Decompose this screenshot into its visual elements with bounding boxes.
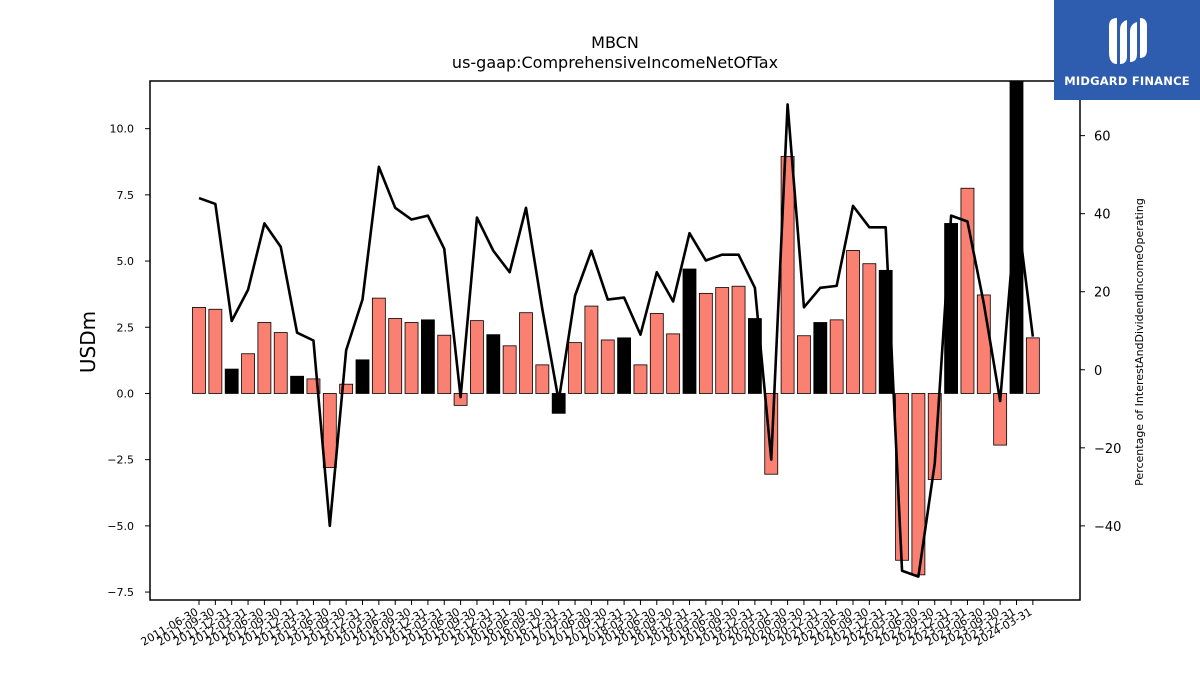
bar-2015-09-30 [470, 320, 484, 394]
line-group [198, 103, 1035, 578]
y-axis-left: −7.5 −5.0 −2.5 0.0 2.5 5.0 7.5 10.0 [107, 123, 150, 599]
bar-2016-03-31 [502, 345, 517, 394]
y-tick-label-left: 5.0 [117, 255, 135, 268]
bar-2018-03-31 [633, 364, 648, 394]
bar-2015-12-31 [486, 334, 501, 394]
bar-2011-12-31 [224, 368, 239, 394]
bar-2014-06-30 [388, 318, 403, 394]
y-tick-label-left: −2.5 [107, 454, 134, 467]
bar-2019-06-30 [715, 287, 730, 394]
bar-2024-03-31 [1025, 337, 1040, 394]
bar-2012-03-31 [241, 353, 255, 394]
bar-2012-09-30 [273, 332, 288, 394]
y-tick-label-left: 0.0 [117, 387, 135, 400]
bar-2013-09-30 [339, 383, 354, 394]
bar-2018-09-30 [666, 333, 681, 394]
y-tick-label-left: 2.5 [117, 321, 135, 334]
company-logo: MIDGARD FINANCE [1054, 0, 1200, 100]
y-tick-label-right: −40 [1094, 520, 1121, 535]
y-tick-label-right: 0 [1094, 364, 1102, 379]
bar-2020-06-30 [780, 156, 795, 394]
bar-2021-03-31 [829, 319, 844, 394]
logo-text: MIDGARD FINANCE [1064, 74, 1190, 88]
y-tick-label-left: 10.0 [110, 123, 135, 136]
bar-2021-06-30 [846, 250, 860, 394]
bar-2013-06-30 [322, 393, 337, 468]
y-axis-label-right: Percentage of InterestAndDividendIncomeO… [1133, 198, 1146, 486]
bar-2011-09-30 [208, 308, 223, 394]
bar-2014-09-30 [404, 322, 419, 394]
chart-subtitle: us-gaap:ComprehensiveIncomeNetOfTax [452, 53, 778, 72]
bar-2017-03-31 [568, 342, 582, 394]
bar-2012-06-30 [257, 322, 272, 394]
logo-mark-icon [1109, 18, 1147, 64]
y-tick-label-left: 7.5 [117, 189, 135, 202]
bar-2017-06-30 [584, 305, 599, 394]
bar-2013-12-31 [355, 359, 370, 394]
y-axis-right: −40 −20 0 20 40 60 [1080, 130, 1121, 535]
bar-2012-12-31 [290, 375, 305, 394]
bar-2014-12-31 [420, 319, 435, 394]
y-tick-label-right: 20 [1094, 286, 1111, 301]
bar-2020-09-30 [797, 335, 811, 394]
y-axis-label-left: USDm [76, 311, 100, 373]
bar-2014-03-31 [371, 297, 386, 394]
ratio-line [198, 103, 1035, 578]
y-tick-label-right: −20 [1094, 442, 1121, 457]
bars-group [192, 80, 1040, 576]
bar-2015-03-31 [437, 334, 452, 394]
bar-2019-03-31 [698, 292, 713, 394]
y-tick-label-left: −5.0 [107, 520, 134, 533]
bar-2021-09-30 [862, 263, 877, 394]
y-tick-label-left: −7.5 [107, 586, 134, 599]
bar-2019-09-30 [731, 285, 746, 394]
bar-2011-06-30 [192, 306, 206, 394]
bar-2017-12-31 [617, 337, 631, 394]
bar-2022-12-31 [944, 223, 958, 394]
bar-2018-12-31 [682, 268, 697, 394]
plot-frame [149, 80, 1081, 601]
y-tick-label-right: 60 [1094, 130, 1111, 145]
y-tick-label-right: 40 [1094, 208, 1111, 223]
chart-title: MBCN [591, 33, 639, 52]
x-axis: 2011-06-302011-09-302011-12-312012-03-31… [139, 600, 1034, 649]
bar-2020-12-31 [813, 322, 828, 394]
bar-2016-06-30 [519, 312, 533, 394]
bar-2017-09-30 [600, 339, 615, 394]
bar-2016-09-30 [535, 364, 550, 394]
bar-2018-06-30 [649, 313, 664, 394]
